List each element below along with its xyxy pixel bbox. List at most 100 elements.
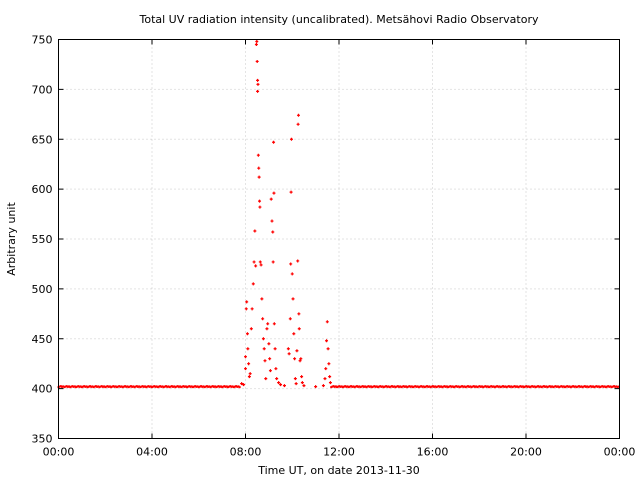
y-tick-label: 650: [32, 133, 53, 146]
baseline-point: [179, 385, 182, 388]
baseline-point: [588, 385, 591, 388]
baseline-point: [180, 386, 183, 389]
baseline-point: [228, 385, 231, 388]
baseline-point: [497, 385, 500, 388]
baseline-point: [527, 385, 530, 388]
baseline-point: [533, 385, 536, 388]
baseline-point: [385, 385, 388, 388]
baseline-point: [111, 385, 114, 388]
baseline-point: [477, 385, 480, 388]
baseline-point: [143, 385, 146, 388]
baseline-point: [539, 385, 542, 388]
data-point: [274, 367, 278, 371]
baseline-point: [491, 385, 494, 388]
chart-title: Total UV radiation intensity (uncalibrat…: [139, 13, 539, 26]
baseline-point: [545, 385, 548, 388]
baseline-point: [138, 385, 141, 388]
baseline-point: [89, 385, 92, 388]
baseline-point: [124, 385, 127, 388]
baseline-point: [465, 385, 468, 388]
baseline-point: [76, 385, 79, 388]
data-point: [300, 375, 304, 379]
baseline-point: [509, 385, 512, 388]
baseline-point: [507, 385, 510, 388]
baseline-point: [83, 385, 86, 388]
baseline-point: [219, 385, 222, 388]
baseline-point: [211, 385, 214, 388]
y-tick-labels: 350 400 450 500 550 600 650 700 750: [32, 34, 53, 446]
baseline-point: [175, 385, 178, 388]
baseline-point: [609, 385, 612, 388]
baseline-point: [408, 385, 411, 388]
data-point: [251, 282, 255, 286]
baseline-point: [514, 385, 517, 388]
baseline-point: [223, 385, 226, 388]
baseline-point: [607, 385, 610, 388]
baseline-point: [569, 386, 572, 389]
data-point: [296, 122, 300, 126]
baseline-point: [136, 385, 139, 388]
baseline-point: [443, 385, 446, 388]
baseline-point: [420, 385, 423, 388]
baseline-point: [519, 385, 522, 388]
baseline-point: [101, 385, 104, 388]
data-point: [298, 359, 302, 363]
baseline-point: [362, 385, 365, 388]
baseline-point: [91, 385, 94, 388]
baseline-point: [357, 385, 360, 388]
baseline-point: [551, 385, 554, 388]
y-tick-label: 750: [32, 34, 53, 47]
baseline-point: [382, 386, 385, 389]
baseline-point: [516, 385, 519, 388]
baseline-point: [145, 386, 148, 389]
data-point: [261, 337, 265, 341]
baseline-point: [565, 385, 568, 388]
data-point: [323, 377, 327, 381]
baseline-point: [113, 385, 116, 388]
baseline-point: [555, 385, 558, 388]
baseline-point: [222, 385, 225, 388]
baseline-point: [82, 385, 85, 388]
baseline-point: [431, 385, 434, 388]
baseline-point: [534, 386, 537, 389]
baseline-point: [610, 386, 613, 389]
x-tick-label: 04:00: [136, 446, 168, 459]
baseline-point: [436, 385, 439, 388]
baseline-point: [338, 385, 341, 388]
baseline-point: [563, 386, 566, 389]
data-point: [258, 205, 262, 209]
baseline-point: [159, 385, 162, 388]
baseline-point: [214, 385, 217, 388]
baseline-point: [77, 385, 80, 388]
baseline-point: [139, 386, 142, 389]
data-point: [286, 347, 290, 351]
baseline-point: [238, 386, 241, 389]
data-point: [314, 385, 318, 389]
baseline-point: [611, 385, 614, 388]
baseline-point: [500, 385, 503, 388]
y-tick-label: 450: [32, 333, 53, 346]
baseline-point: [493, 386, 496, 389]
baseline-point: [344, 385, 347, 388]
grid: [58, 39, 620, 439]
baseline-point: [126, 385, 129, 388]
baseline-point: [207, 385, 210, 388]
baseline-point: [387, 385, 390, 388]
data-point: [328, 375, 332, 379]
baseline-point: [103, 385, 106, 388]
data-point: [270, 219, 274, 223]
baseline-point: [470, 386, 473, 389]
x-tick-label: 00:00: [604, 446, 636, 459]
baseline-point: [97, 385, 100, 388]
baseline-point: [428, 385, 431, 388]
baseline-point: [230, 385, 233, 388]
baseline-point: [518, 385, 521, 388]
data-point: [254, 42, 258, 46]
baseline-point: [580, 385, 583, 388]
data-point: [272, 191, 276, 195]
axis-ticks: [58, 39, 620, 439]
baseline-point: [596, 385, 599, 388]
baseline-point: [590, 385, 593, 388]
data-point: [299, 357, 303, 361]
baseline-point: [63, 386, 66, 389]
